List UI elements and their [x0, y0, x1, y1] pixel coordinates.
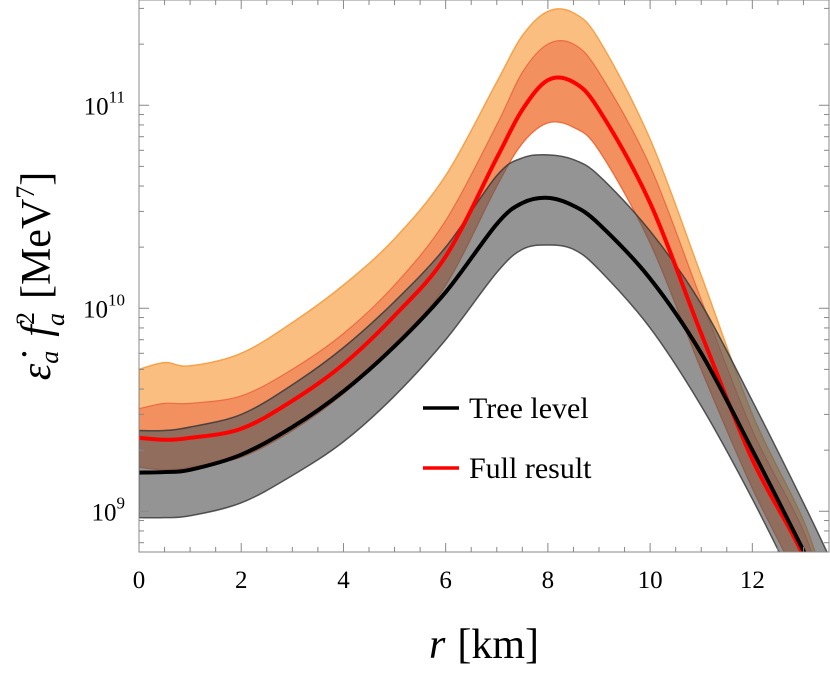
y-axis-f-sub: a	[41, 313, 70, 326]
x-axis-ticks: 0 2 4 6 8 10 12	[133, 0, 830, 594]
x-tick-label: 10	[638, 567, 663, 594]
x-axis-var: r	[429, 622, 446, 668]
legend-label-full: Full result	[469, 452, 592, 485]
y-axis-sub-a: a	[35, 351, 64, 364]
x-axis-label: r [km]	[429, 622, 539, 668]
plot-frame	[138, 0, 830, 553]
legend: Tree level Full result	[423, 392, 592, 485]
x-tick-label: 4	[337, 567, 350, 594]
y-axis-unit: [MeV	[14, 199, 60, 299]
x-tick-label: 6	[439, 567, 452, 594]
svg-text:ε̇af2a[MeV7]: ε̇af2a[MeV7]	[11, 172, 70, 381]
x-tick-label: 8	[542, 567, 555, 594]
y-axis-f-sup: 2	[11, 312, 40, 325]
y-axis-unit-close: ]	[14, 172, 60, 186]
y-tick-label: 1010	[83, 290, 125, 323]
y-tick-label: 1011	[84, 87, 125, 120]
tree-level-line	[139, 195, 807, 552]
x-axis-unit: [km]	[457, 622, 539, 668]
x-tick-label: 0	[133, 567, 146, 594]
y-axis-unit-exp: 7	[11, 186, 40, 199]
tree-level-band	[139, 153, 828, 552]
y-axis-label: ε̇af2a[MeV7]	[11, 172, 70, 381]
legend-label-tree: Tree level	[469, 392, 589, 425]
y-axis-ticks: 109 1010 1011	[83, 7, 829, 544]
x-tick-label: 12	[740, 567, 765, 594]
x-tick-label: 2	[235, 567, 248, 594]
y-tick-label: 109	[92, 493, 126, 526]
lines-layer	[139, 75, 807, 552]
